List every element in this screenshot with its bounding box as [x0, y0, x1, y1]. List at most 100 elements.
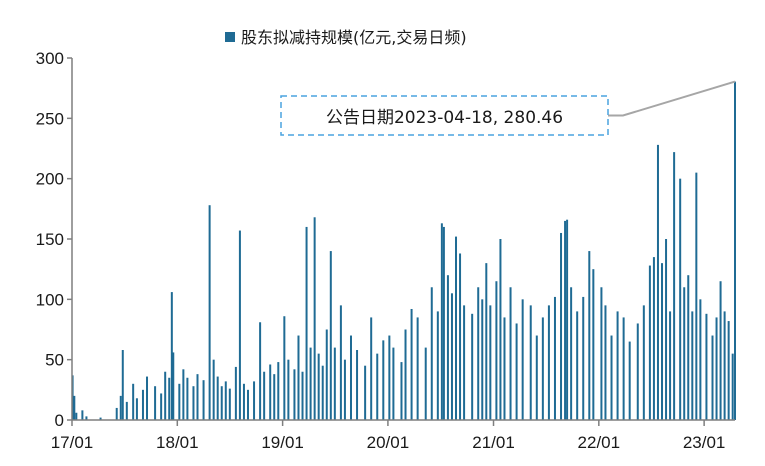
bar [564, 220, 567, 420]
x-tick-label: 19/01 [261, 433, 304, 452]
y-tick-label: 200 [36, 170, 64, 189]
bar [253, 381, 256, 420]
bar [125, 401, 128, 420]
bar [570, 287, 573, 420]
bar [687, 275, 690, 420]
y-axis: 0 50 100 150 200 250 300 [36, 49, 73, 430]
bar [485, 263, 488, 420]
x-tick-label: 21/01 [472, 433, 515, 452]
legend: 股东拟减持规模(亿元,交易日频) [225, 28, 467, 47]
y-tick-label: 50 [45, 351, 64, 370]
bar [582, 296, 585, 420]
bar [711, 335, 714, 420]
y-tick-label: 300 [36, 49, 64, 68]
bar [297, 335, 300, 420]
bar [535, 335, 538, 420]
bar [410, 308, 413, 420]
bar [146, 376, 149, 420]
bar [446, 275, 449, 420]
bar [382, 340, 385, 420]
bar [503, 317, 506, 420]
bar [202, 380, 205, 420]
bar [305, 226, 308, 420]
bar [495, 281, 498, 420]
annotation-leader [608, 80, 736, 117]
bar [154, 386, 157, 420]
legend-swatch [225, 32, 235, 42]
bar [309, 347, 312, 420]
bar [665, 239, 668, 420]
bar [269, 364, 272, 420]
bar [242, 383, 245, 420]
bar [521, 299, 524, 420]
bar [430, 287, 433, 420]
bar [263, 371, 266, 420]
bar [234, 366, 237, 420]
bar [656, 144, 659, 420]
bar [172, 352, 175, 420]
legend-label: 股东拟减持规模(亿元,交易日频) [241, 28, 467, 47]
bar [329, 251, 332, 420]
bar [576, 311, 579, 420]
bar [392, 347, 395, 420]
bar [424, 347, 427, 420]
x-tick-label: 23/01 [683, 433, 726, 452]
x-tick-label: 17/01 [51, 433, 94, 452]
bar [723, 311, 726, 420]
bar [160, 393, 163, 420]
bar [509, 287, 512, 420]
bar [325, 329, 328, 420]
bar [463, 305, 466, 420]
bar [673, 152, 676, 420]
bar [73, 395, 76, 420]
bar [238, 230, 241, 420]
bar [164, 371, 167, 420]
bar [364, 365, 367, 420]
bar [208, 205, 211, 420]
x-tick-label: 22/01 [578, 433, 621, 452]
bar [75, 412, 78, 420]
y-tick-label: 250 [36, 109, 64, 128]
bar [436, 311, 439, 420]
y-tick-label: 100 [36, 290, 64, 309]
bar [99, 417, 102, 420]
bar [459, 253, 462, 420]
bar [400, 362, 403, 420]
bar [628, 341, 631, 420]
bar [622, 317, 625, 420]
bar [440, 223, 443, 420]
bar [356, 350, 359, 420]
bar [679, 178, 682, 420]
x-tick-label: 18/01 [156, 433, 199, 452]
bar [141, 389, 144, 420]
bar [610, 335, 613, 420]
bar [388, 335, 391, 420]
bar [600, 287, 603, 420]
bar [182, 369, 185, 420]
bar [293, 369, 296, 420]
bar [168, 377, 171, 420]
bar [699, 299, 702, 420]
annotation-label: 公告日期2023-04-18, 280.46 [326, 108, 563, 128]
bar [604, 305, 607, 420]
bar [349, 335, 352, 420]
y-tick-label: 0 [55, 411, 64, 430]
bar [648, 265, 651, 420]
bar [450, 293, 453, 420]
bar [529, 305, 532, 420]
bar [477, 287, 480, 420]
bar [301, 371, 304, 420]
annotation-box [280, 95, 609, 136]
bar [636, 323, 639, 420]
x-axis: 17/01 18/01 19/01 20/01 21/01 22/01 23/01 [51, 419, 735, 452]
bar [196, 374, 199, 420]
bar [135, 398, 138, 420]
bar [731, 353, 734, 420]
bar [592, 269, 595, 420]
bar [81, 410, 84, 420]
bar [455, 236, 458, 420]
bar [220, 386, 223, 420]
bar [652, 257, 655, 420]
bar [642, 305, 645, 420]
bar [683, 287, 686, 420]
